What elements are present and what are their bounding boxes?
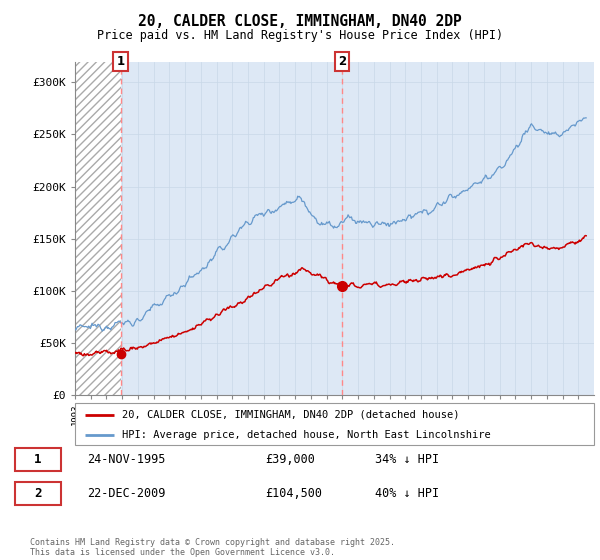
FancyBboxPatch shape bbox=[75, 403, 594, 445]
FancyBboxPatch shape bbox=[15, 449, 61, 471]
Text: 20, CALDER CLOSE, IMMINGHAM, DN40 2DP (detached house): 20, CALDER CLOSE, IMMINGHAM, DN40 2DP (d… bbox=[122, 409, 459, 419]
Text: 34% ↓ HPI: 34% ↓ HPI bbox=[375, 453, 439, 466]
Text: 20, CALDER CLOSE, IMMINGHAM, DN40 2DP: 20, CALDER CLOSE, IMMINGHAM, DN40 2DP bbox=[138, 14, 462, 29]
FancyBboxPatch shape bbox=[15, 482, 61, 505]
Text: 1: 1 bbox=[116, 55, 125, 68]
Text: Price paid vs. HM Land Registry's House Price Index (HPI): Price paid vs. HM Land Registry's House … bbox=[97, 29, 503, 42]
Text: 24-NOV-1995: 24-NOV-1995 bbox=[87, 453, 165, 466]
Text: £104,500: £104,500 bbox=[265, 487, 322, 500]
Text: HPI: Average price, detached house, North East Lincolnshire: HPI: Average price, detached house, Nort… bbox=[122, 430, 490, 440]
Text: 40% ↓ HPI: 40% ↓ HPI bbox=[375, 487, 439, 500]
Text: 2: 2 bbox=[34, 487, 41, 500]
Text: 1: 1 bbox=[34, 453, 41, 466]
Text: Contains HM Land Registry data © Crown copyright and database right 2025.
This d: Contains HM Land Registry data © Crown c… bbox=[30, 538, 395, 557]
Text: 2: 2 bbox=[338, 55, 346, 68]
Text: £39,000: £39,000 bbox=[265, 453, 316, 466]
Text: 22-DEC-2009: 22-DEC-2009 bbox=[87, 487, 165, 500]
